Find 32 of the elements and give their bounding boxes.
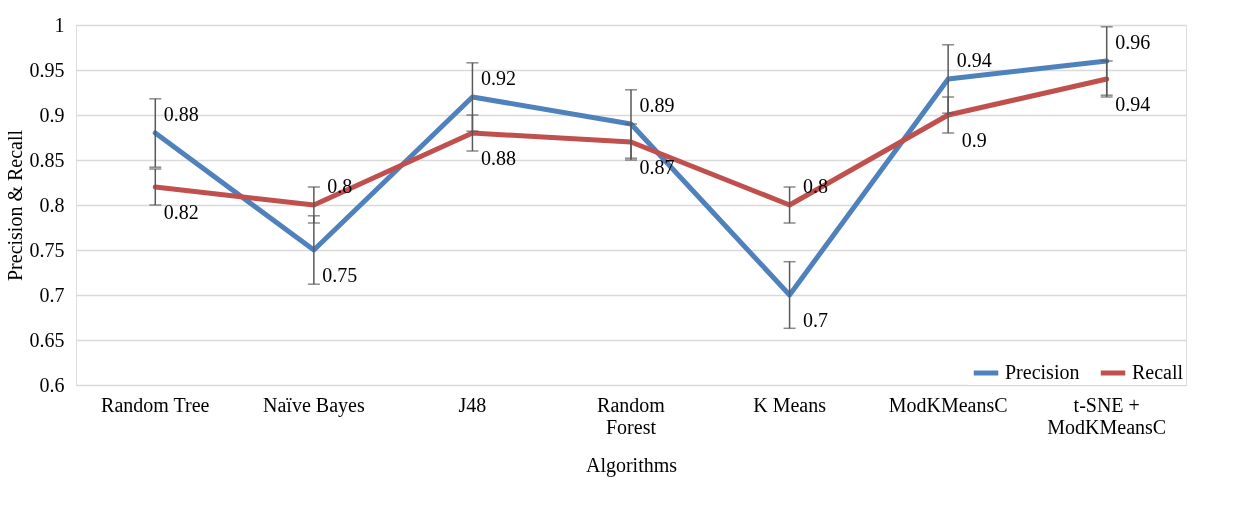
y-tick-label: 0.85 <box>29 148 65 171</box>
data-label: 0.92 <box>480 67 516 89</box>
y-tick-label: 0.75 <box>29 238 65 261</box>
y-tick-label: 0.8 <box>39 193 65 216</box>
y-tick-label: 0.7 <box>39 283 65 306</box>
y-tick-label: 0.9 <box>39 103 65 126</box>
data-label: 0.8 <box>327 175 353 197</box>
data-label: 0.94 <box>1115 93 1151 115</box>
y-tick-label: 0.65 <box>29 328 65 351</box>
x-tick-label: Random Tree <box>101 393 210 416</box>
y-axis-title: Precision & Recall <box>3 129 26 282</box>
data-label: 0.7 <box>803 309 829 331</box>
data-label: 0.9 <box>961 129 987 151</box>
data-label: 0.82 <box>163 201 199 223</box>
y-tick-label: 0.95 <box>29 58 65 81</box>
legend-label: Precision <box>1005 361 1080 383</box>
y-tick-label: 0.6 <box>39 373 65 396</box>
data-label: 0.96 <box>1115 31 1151 53</box>
x-tick-label: ModKMeansC <box>888 393 1008 416</box>
x-tick-label: J48 <box>458 393 487 416</box>
x-axis-title: Algorithms <box>585 453 678 477</box>
data-label: 0.88 <box>163 103 199 125</box>
x-tick-label: Naïve Bayes <box>263 393 365 417</box>
x-tick-label: K Means <box>753 393 827 416</box>
x-tick-label: Random Forest <box>597 393 666 438</box>
legend-label: Recall <box>1132 361 1184 383</box>
y-tick-label: 1 <box>54 13 65 36</box>
data-label: 0.94 <box>956 49 992 71</box>
data-label: 0.89 <box>639 94 675 116</box>
data-label: 0.88 <box>480 147 516 169</box>
data-label: 0.75 <box>322 264 358 286</box>
x-tick-label: t-SNE + ModKMeansC <box>1047 393 1167 438</box>
